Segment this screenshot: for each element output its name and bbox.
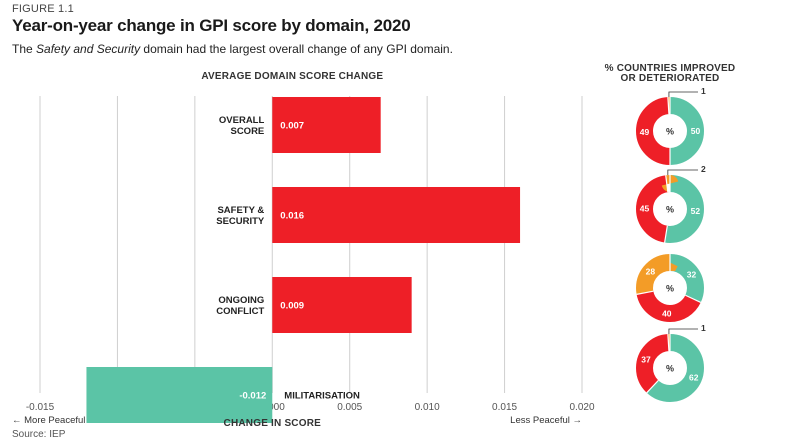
donut-value-label: 50 [691,126,701,136]
x-tick-label: 0.010 [415,402,440,413]
bar [86,367,273,423]
top-axis-title: AVERAGE DOMAIN SCORE CHANGE [201,71,383,82]
donut-center-label: % [666,127,674,137]
donut-center-label: % [666,364,674,374]
donut-separator [667,334,670,352]
donut-value-label: 1 [701,86,706,96]
donut-segment-deteriorated [636,175,704,243]
bar-value-label: 0.009 [280,301,304,312]
chart-subtitle: The Safety and Security domain had the l… [12,42,453,56]
x-axis-title: CHANGE IN SCORE [224,418,322,429]
x-tick-label: 0.020 [569,402,594,413]
donut-title: % COUNTRIES IMPROVED [605,63,736,74]
donut-segment-deteriorated [636,254,704,322]
x-tick-label: 0.015 [492,402,517,413]
category-label: CONFLICT [216,306,264,317]
donut-value-label: 62 [689,372,699,382]
source-note: Source: IEP [12,429,66,440]
bar [272,187,521,243]
donut-separator [665,175,669,193]
donut-separator [685,294,702,304]
direction-label-right: Less Peaceful → [510,415,582,426]
donut-value-label: 45 [640,204,650,214]
category-label: ONGOING [218,295,264,306]
subtitle-pre: The [12,42,37,56]
donut-center-label: % [666,284,674,294]
donut-callout-line [667,169,698,176]
bar-value-label: 0.007 [280,121,304,132]
subtitle-post: domain had the largest overall change of… [140,42,453,56]
donut-center-label: % [666,205,674,215]
donut-callout-line [668,91,698,98]
category-label: SCORE [230,126,264,137]
bar [272,277,412,333]
x-tick-label: 0.005 [337,402,362,413]
donut-separator [667,97,670,115]
donut-title: OR DETERIORATED [621,73,720,84]
direction-label-left: ← More Peaceful [12,415,85,426]
donut-callout-line [668,328,698,335]
category-label: MILITARISATION [284,391,360,402]
subtitle-emphasis: Safety and Security [36,42,141,56]
category-label: SECURITY [216,216,265,227]
donut-value-label: 32 [687,269,697,279]
donut-value-label: 49 [640,127,650,137]
donut-separator [664,225,668,243]
category-label: OVERALL [219,115,265,126]
category-label: SAFETY & [217,205,264,216]
donut-value-label: 28 [646,267,656,277]
bar [272,97,381,153]
x-tick-label: -0.015 [26,402,55,413]
figure-label: FIGURE 1.1 [12,3,74,15]
donut-value-label: 1 [701,323,706,333]
donut-separator [636,290,654,295]
donut-value-label: 52 [691,206,701,216]
donut-segment-deteriorated [636,97,704,165]
donut-separator [646,379,659,394]
chart-title: Year-on-year change in GPI score by doma… [12,16,411,35]
donut-segment-deteriorated [636,334,704,402]
donut-value-label: 2 [701,164,706,174]
bar-value-label: -0.012 [239,391,266,402]
donut-value-label: 40 [662,308,672,318]
bar-value-label: 0.016 [280,211,304,222]
x-tick-label: 0.000 [260,402,285,413]
donut-value-label: 37 [641,354,651,364]
